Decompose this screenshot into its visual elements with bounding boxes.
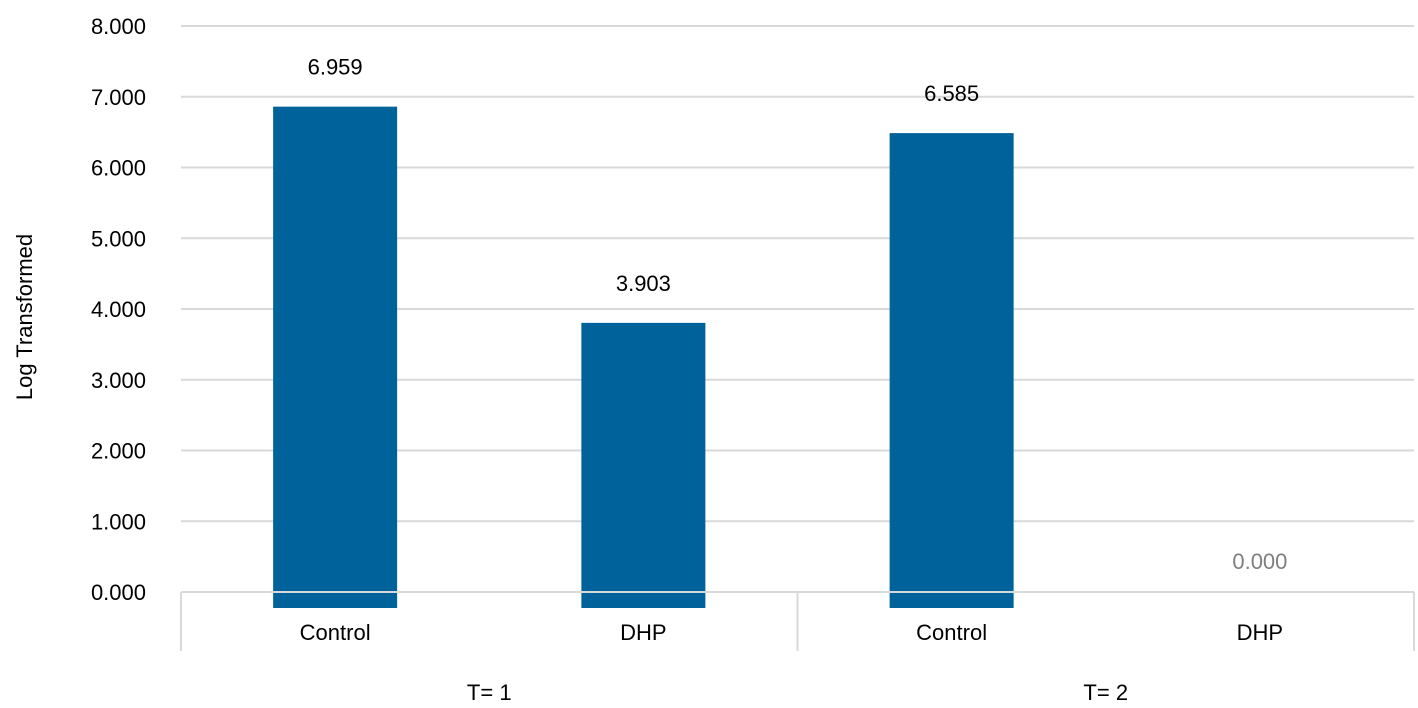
group-label: T= 1	[467, 680, 512, 703]
data-label: 6.585	[924, 81, 979, 106]
x-tick-label: DHP	[1237, 620, 1283, 645]
data-label: 0.000	[1232, 549, 1287, 574]
y-tick-label: 2.000	[91, 439, 146, 464]
bar	[889, 133, 1014, 608]
bar	[581, 322, 706, 608]
y-tick-label: 0.000	[91, 580, 146, 605]
bar	[273, 106, 398, 608]
y-axis-label: Log Transformed	[12, 234, 37, 400]
y-tick-label: 5.000	[91, 226, 146, 251]
x-tick-label: Control	[300, 620, 371, 645]
labels: 0.000 1.000 2.000 3.000 4.000 5.000 6.000 7.000…	[91, 14, 1287, 705]
bars	[273, 106, 1014, 608]
x-tick-label: Control	[916, 620, 987, 645]
y-tick-label: 7.000	[91, 85, 146, 110]
y-tick-label: 4.000	[91, 297, 146, 322]
y-tick-label: 1.000	[91, 509, 146, 534]
data-label: 3.903	[616, 271, 671, 296]
x-tick-label: DHP	[620, 620, 666, 645]
axes	[180, 591, 1415, 651]
y-tick-label: 3.000	[91, 368, 146, 393]
y-tick-label: 8.000	[91, 14, 146, 39]
group-label: T= 2	[1083, 680, 1128, 703]
data-label: 6.959	[308, 55, 363, 80]
y-tick-label: 6.000	[91, 156, 146, 181]
